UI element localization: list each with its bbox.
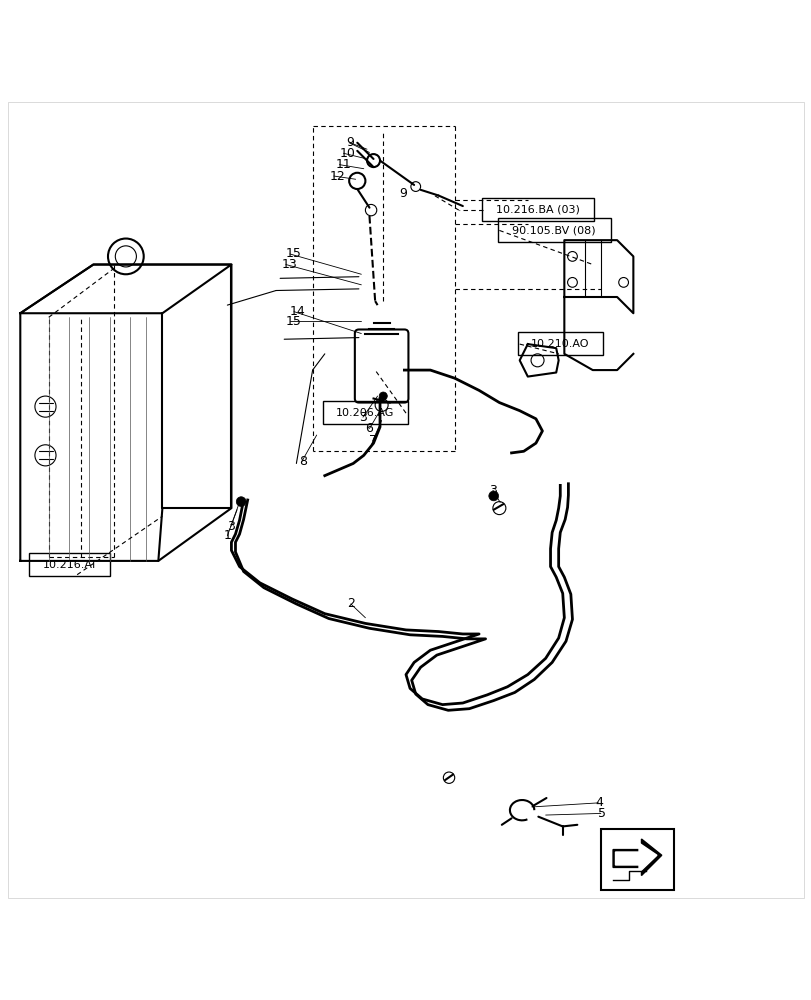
Text: 8: 8 [298,455,307,468]
Text: 4: 4 [594,796,603,809]
Circle shape [379,392,387,400]
Text: 3: 3 [358,411,367,424]
Circle shape [236,497,246,506]
Circle shape [488,491,498,501]
Text: 6: 6 [365,422,373,435]
Polygon shape [615,843,656,872]
Text: 10: 10 [339,147,355,160]
Text: 10.216.BA (03): 10.216.BA (03) [496,205,579,215]
Text: 1: 1 [224,529,232,542]
Text: 12: 12 [329,170,345,183]
Text: 10.216.AI: 10.216.AI [43,560,96,570]
Text: 10.210.AO: 10.210.AO [530,339,589,349]
Text: 15: 15 [285,247,302,260]
Text: 3: 3 [227,520,235,533]
Bar [600,829,673,890]
Text: 9: 9 [399,187,407,200]
Text: 11: 11 [335,158,350,171]
Text: 2: 2 [347,597,355,610]
Text: 15: 15 [285,315,302,328]
Text: 3: 3 [488,484,496,497]
Text: 10.206.AG: 10.206.AG [336,408,394,418]
Text: 13: 13 [281,258,297,271]
Text: 5: 5 [597,807,605,820]
Text: 7: 7 [368,434,376,447]
Text: 9: 9 [346,136,354,149]
Polygon shape [612,839,661,876]
Text: 14: 14 [290,305,305,318]
Text: 90.105.BV (08): 90.105.BV (08) [512,225,595,235]
